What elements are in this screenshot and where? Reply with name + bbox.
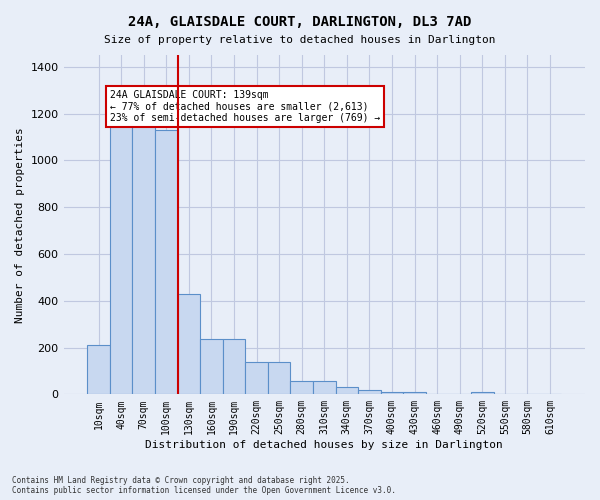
- Bar: [133, 123, 155, 394]
- Text: Size of property relative to detached houses in Darlington: Size of property relative to detached ho…: [104, 35, 496, 45]
- Text: Contains HM Land Registry data © Crown copyright and database right 2025.: Contains HM Land Registry data © Crown c…: [12, 476, 350, 485]
- Y-axis label: Number of detached properties: Number of detached properties: [15, 127, 25, 322]
- Bar: [358, 390, 381, 394]
- Bar: [471, 392, 494, 394]
- Bar: [200, 340, 223, 394]
- Bar: [290, 382, 313, 394]
- Bar: [335, 388, 358, 394]
- Bar: [268, 362, 290, 394]
- Bar: [381, 392, 403, 394]
- Bar: [313, 382, 335, 394]
- Bar: [245, 362, 268, 394]
- Bar: [87, 345, 110, 395]
- Text: 24A GLAISDALE COURT: 139sqm
← 77% of detached houses are smaller (2,613)
23% of : 24A GLAISDALE COURT: 139sqm ← 77% of det…: [110, 90, 380, 124]
- Text: Contains public sector information licensed under the Open Government Licence v3: Contains public sector information licen…: [12, 486, 396, 495]
- Bar: [403, 392, 426, 394]
- Bar: [223, 340, 245, 394]
- Bar: [110, 125, 133, 394]
- Text: 24A, GLAISDALE COURT, DARLINGTON, DL3 7AD: 24A, GLAISDALE COURT, DARLINGTON, DL3 7A…: [128, 15, 472, 29]
- Bar: [155, 130, 178, 394]
- Bar: [178, 294, 200, 394]
- X-axis label: Distribution of detached houses by size in Darlington: Distribution of detached houses by size …: [145, 440, 503, 450]
